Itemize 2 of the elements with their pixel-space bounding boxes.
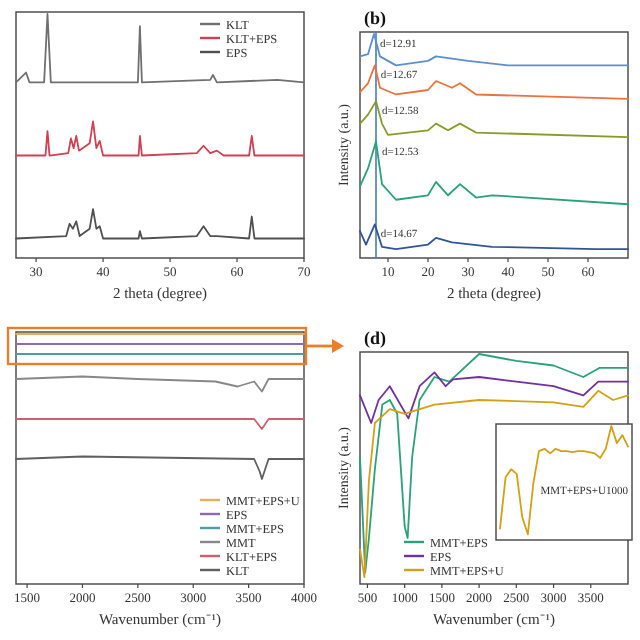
chart-title: (d) bbox=[364, 328, 386, 348]
chart-title: (b) bbox=[364, 8, 386, 28]
